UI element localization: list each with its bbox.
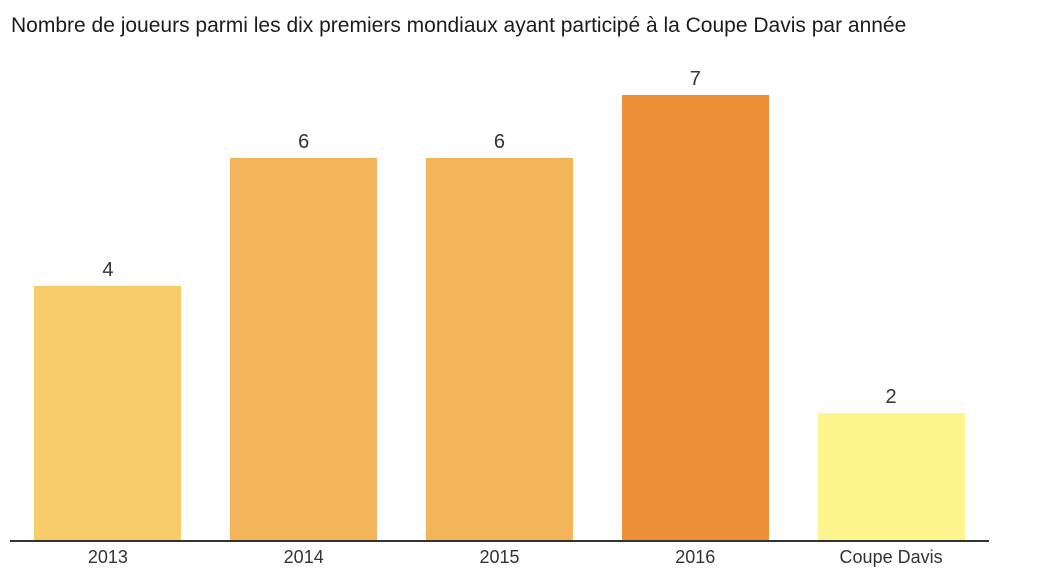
- plot-area: 4 6 6 7 2 2013 2014 2015 2016 Coupe Davis: [10, 63, 989, 567]
- bar-2014: [230, 158, 378, 540]
- bar-band: 6: [206, 63, 402, 540]
- chart-title: Nombre de joueurs parmi les dix premiers…: [11, 14, 907, 37]
- x-axis-label-2014: 2014: [283, 547, 324, 567]
- bar-value-label: 6: [493, 131, 506, 154]
- bar-band: 4: [10, 63, 206, 540]
- bar-coupe-davis: [817, 412, 965, 540]
- bar-2013: [34, 285, 182, 540]
- bar-2015: [425, 158, 573, 540]
- bar-value-label: 6: [298, 131, 310, 154]
- x-axis-label-2016: 2016: [675, 547, 716, 567]
- x-axis-label-coupe-davis: Coupe Davis: [839, 547, 943, 567]
- x-axis-labels: 2013 2014 2015 2016 Coupe Davis: [10, 547, 989, 568]
- bar-value-label: 4: [102, 258, 114, 281]
- bar-band: 7: [597, 63, 793, 540]
- x-axis-label-2013: 2013: [87, 547, 128, 567]
- bar-value-label: 2: [885, 385, 897, 408]
- bar-band: 6: [402, 63, 598, 540]
- bar-value-label: 7: [689, 67, 701, 90]
- bars-container: 4 6 6 7 2: [10, 63, 989, 540]
- bar-band: 2: [793, 63, 989, 540]
- bar-2016: [621, 94, 769, 540]
- x-axis-label-2015: 2015: [479, 547, 520, 567]
